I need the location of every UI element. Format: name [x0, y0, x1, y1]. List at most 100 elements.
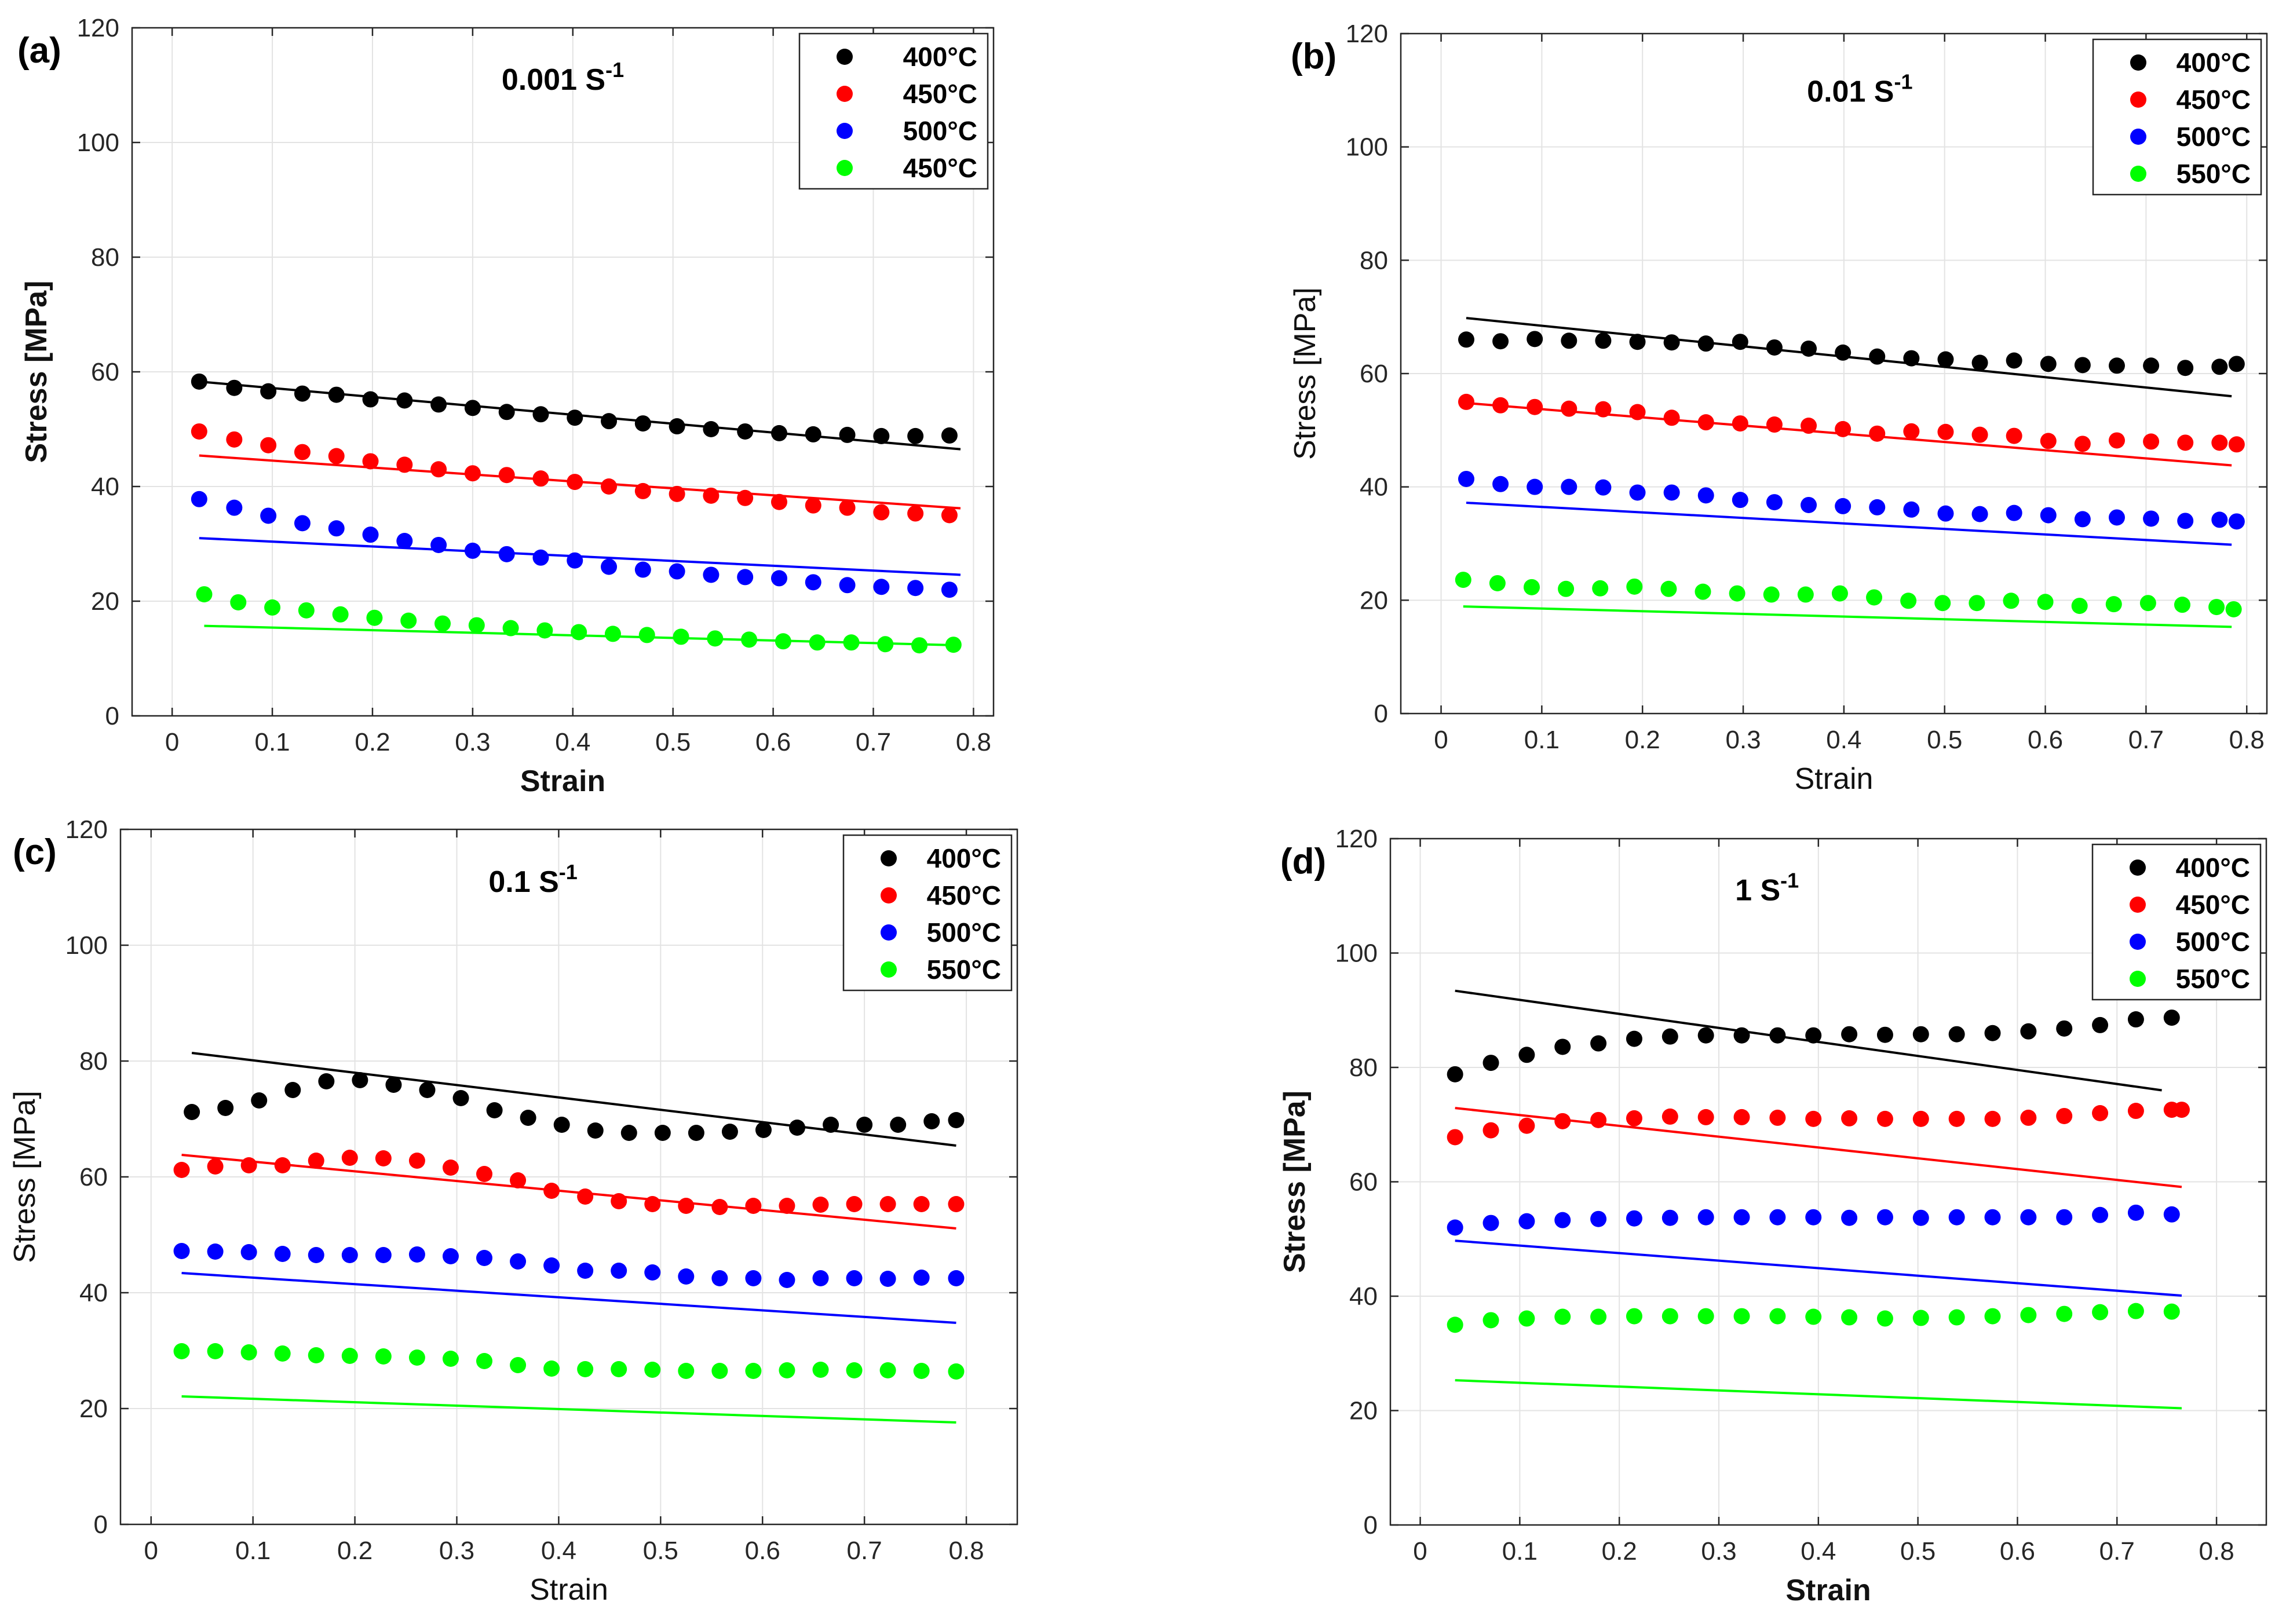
series-1 [191, 423, 961, 524]
data-point [434, 615, 451, 632]
data-point [1869, 425, 1886, 442]
data-point [191, 373, 207, 390]
data-point [923, 1113, 940, 1129]
data-point [669, 563, 685, 580]
x-tick-label: 0.3 [1725, 726, 1761, 754]
data-point [2074, 357, 2091, 374]
series-3 [173, 1343, 965, 1424]
legend-marker [2130, 166, 2146, 182]
data-point [2105, 596, 2122, 613]
data-point [1626, 1030, 1642, 1047]
data-point [703, 487, 720, 504]
x-axis-label: Strain [529, 1573, 608, 1607]
x-tick-label: 0.7 [2099, 1537, 2135, 1566]
data-point [1841, 1110, 1858, 1126]
data-point [839, 577, 856, 594]
y-tick-label: 60 [1360, 360, 1388, 388]
data-point [1592, 580, 1609, 597]
data-point [1626, 1308, 1642, 1325]
fit-line [1466, 502, 2232, 546]
data-point [2092, 1105, 2109, 1121]
legend-marker [2130, 129, 2146, 145]
series-0 [1447, 989, 2180, 1092]
data-point [703, 566, 720, 583]
x-tick-label: 0.4 [1801, 1537, 1836, 1566]
data-point [678, 1268, 695, 1285]
data-point [419, 1082, 436, 1098]
data-point [532, 470, 549, 487]
legend-marker [881, 961, 897, 978]
x-axis-label: Strain [1785, 1574, 1871, 1607]
data-point [240, 1344, 257, 1360]
data-point [907, 427, 924, 444]
data-point [1561, 332, 1577, 349]
data-point [611, 1263, 627, 1279]
data-point [1769, 1308, 1786, 1325]
data-point [1835, 344, 1852, 361]
data-point [1518, 1047, 1535, 1063]
data-point [745, 1363, 762, 1379]
legend-label: 450°C [903, 153, 977, 183]
data-point [1554, 1308, 1571, 1325]
fit-line [1455, 1379, 2182, 1410]
data-point [2040, 433, 2057, 449]
data-point [1900, 592, 1917, 609]
data-point [2211, 359, 2228, 375]
data-point [1663, 334, 1680, 351]
x-tick-label: 0.6 [2000, 1537, 2035, 1566]
data-point [1447, 1066, 1463, 1082]
series-1 [173, 1150, 965, 1230]
data-point [1733, 1308, 1750, 1325]
x-axis-label: Strain [1795, 762, 1874, 796]
data-point [2177, 360, 2194, 376]
data-point [673, 628, 689, 645]
data-point [577, 1263, 594, 1279]
data-point [839, 426, 856, 443]
data-point [1912, 1310, 1929, 1326]
data-point [1455, 572, 1471, 588]
data-point [779, 1362, 795, 1378]
data-point [1937, 423, 1954, 440]
panel-label: (d) [1280, 842, 1326, 882]
x-tick-label: 0.8 [2229, 726, 2265, 754]
data-point [2139, 595, 2156, 612]
data-point [2006, 427, 2022, 444]
y-tick-label: 80 [91, 243, 119, 272]
data-point [721, 1124, 738, 1140]
data-point [789, 1120, 806, 1136]
data-point [1518, 1310, 1535, 1327]
x-tick-label: 0.3 [455, 728, 490, 756]
data-point [1769, 1209, 1786, 1226]
data-point [1869, 348, 1886, 365]
data-point [1831, 585, 1848, 602]
y-tick-label: 0 [94, 1510, 108, 1539]
data-point [1876, 1026, 1893, 1043]
data-point [476, 1250, 492, 1266]
data-point [1866, 589, 1883, 606]
data-point [1841, 1209, 1858, 1226]
data-point [328, 448, 345, 464]
series-2 [191, 491, 961, 598]
data-point [1695, 583, 1711, 600]
data-point [536, 622, 553, 639]
data-point [1697, 1209, 1714, 1226]
x-tick-label: 0.5 [655, 728, 691, 756]
data-point [1629, 334, 1646, 350]
series-3 [1455, 572, 2242, 628]
y-tick-label: 120 [77, 14, 119, 42]
data-point [1732, 415, 1748, 432]
data-point [553, 1117, 570, 1133]
data-point [1729, 585, 1745, 602]
data-point [1971, 506, 1988, 522]
legend-box [2092, 38, 2262, 196]
data-point [308, 1153, 324, 1169]
data-point [173, 1343, 190, 1359]
y-tick-label: 60 [79, 1163, 108, 1191]
data-point [1835, 498, 1852, 514]
data-point [1801, 418, 1817, 434]
data-point [191, 423, 207, 440]
data-point [498, 546, 515, 562]
legend-marker [881, 924, 897, 941]
legend-marker [2130, 859, 2146, 876]
data-point [1590, 1210, 1607, 1227]
